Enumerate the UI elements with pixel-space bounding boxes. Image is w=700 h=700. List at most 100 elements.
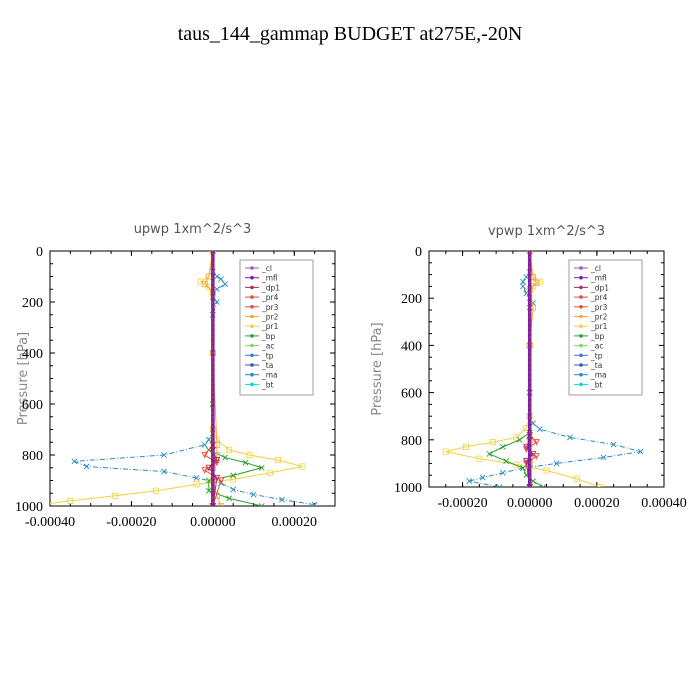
legend-label: _pr2 [261, 313, 279, 322]
legend-marker [579, 334, 583, 338]
legend-label: _bp [261, 332, 276, 341]
data-point [499, 443, 506, 450]
data-point [226, 446, 233, 453]
legend: _cl_mfl_dp1_pr4_pr3_pr2_pr1_bp_ac_tp_ta_… [568, 259, 643, 396]
legend-marker [579, 324, 583, 329]
data-point [533, 453, 540, 460]
data-point [520, 465, 526, 472]
data-point [205, 487, 212, 494]
legend-label: _pr3 [590, 303, 608, 312]
data-point [533, 279, 540, 286]
legend-label: _pr4 [261, 293, 279, 302]
legend-marker [579, 275, 583, 280]
data-point [222, 454, 228, 461]
data-point [479, 474, 486, 481]
data-point [543, 467, 550, 474]
legend-marker [250, 285, 254, 290]
x-tick-label: -0.00040 [25, 515, 75, 530]
data-point [520, 278, 526, 285]
data-point [217, 477, 225, 485]
data-point [637, 448, 644, 455]
data-point [161, 468, 167, 475]
y-tick-label: 600 [401, 387, 422, 402]
legend-label: _cl [590, 264, 601, 273]
legend-label: _cl [261, 264, 272, 273]
data-point [230, 476, 237, 483]
data-point [112, 492, 119, 499]
data-point [230, 472, 237, 479]
data-point [67, 497, 74, 504]
data-point [489, 439, 496, 446]
data-point [250, 491, 257, 498]
series-line-pr1 [50, 251, 303, 504]
y-tick-label: 400 [401, 339, 422, 354]
legend-label: _tp [261, 351, 274, 360]
data-point [258, 503, 263, 506]
data-point [299, 463, 306, 470]
legend-marker [250, 314, 254, 319]
figure-title: taus_144_gammap BUDGET at275E,-20N [178, 23, 523, 45]
chart-panel-2: vpwp 1xm^2/s^3 Pressure [hPa] 0 200 400 600 80… [370, 224, 687, 511]
legend-label: _ta [590, 361, 602, 370]
legend-marker [579, 372, 583, 377]
data-point [476, 455, 483, 462]
legend-marker [250, 275, 254, 280]
y-tick-label: 0 [36, 245, 43, 260]
data-point [536, 278, 543, 285]
data-point [193, 475, 200, 481]
legend-label: _pr1 [261, 322, 279, 331]
y-tick-label: 200 [22, 296, 43, 311]
data-point [201, 451, 209, 459]
data-point [567, 434, 573, 441]
data-point [201, 467, 209, 474]
data-point [499, 469, 506, 476]
data-point [161, 452, 167, 458]
legend-label: _pr4 [590, 293, 608, 302]
legend-label: _pr2 [590, 313, 608, 322]
data-point [462, 443, 469, 450]
data-point [597, 483, 604, 487]
legend-marker [250, 372, 254, 377]
legend-marker [250, 363, 254, 367]
series-group [50, 251, 318, 506]
legend-label: _bt [590, 380, 603, 389]
y-tick-label: 600 [22, 398, 43, 413]
x-tick-label: 0.00020 [272, 515, 318, 530]
legend-marker [579, 266, 583, 270]
chart-title: upwp 1xm^2/s^3 [134, 222, 252, 237]
legend-marker [579, 382, 583, 387]
data-point [529, 450, 537, 458]
legend-label: _dp1 [590, 283, 609, 292]
data-point [222, 281, 228, 288]
legend-label: _pr1 [590, 322, 608, 331]
data-point [274, 457, 281, 464]
legend-label: _ac [261, 342, 274, 351]
legend-label: _dp1 [261, 283, 280, 292]
data-point [503, 458, 510, 464]
data-point [261, 503, 265, 506]
legend-label: _ac [590, 342, 603, 351]
legend-label: _tp [590, 351, 603, 360]
data-point [152, 487, 159, 494]
data-point [466, 478, 473, 485]
data-point [214, 299, 220, 305]
data-point [610, 441, 617, 448]
data-point [201, 441, 208, 448]
data-point [193, 481, 200, 488]
x-tick-label: 0.00000 [190, 515, 236, 530]
data-point [600, 454, 607, 461]
legend-label: _ma [590, 371, 607, 380]
legend-label: _pr3 [261, 303, 279, 312]
data-point [523, 457, 530, 465]
data-point [71, 458, 78, 465]
x-tick-label: 0.00040 [641, 496, 687, 511]
legend-marker [579, 314, 583, 319]
data-point [201, 281, 208, 288]
data-point [496, 484, 501, 487]
legend-label: _ta [261, 361, 273, 370]
data-point [266, 469, 273, 476]
data-point [258, 464, 265, 471]
legend-label: _mfl [261, 274, 278, 283]
data-point [486, 451, 493, 457]
